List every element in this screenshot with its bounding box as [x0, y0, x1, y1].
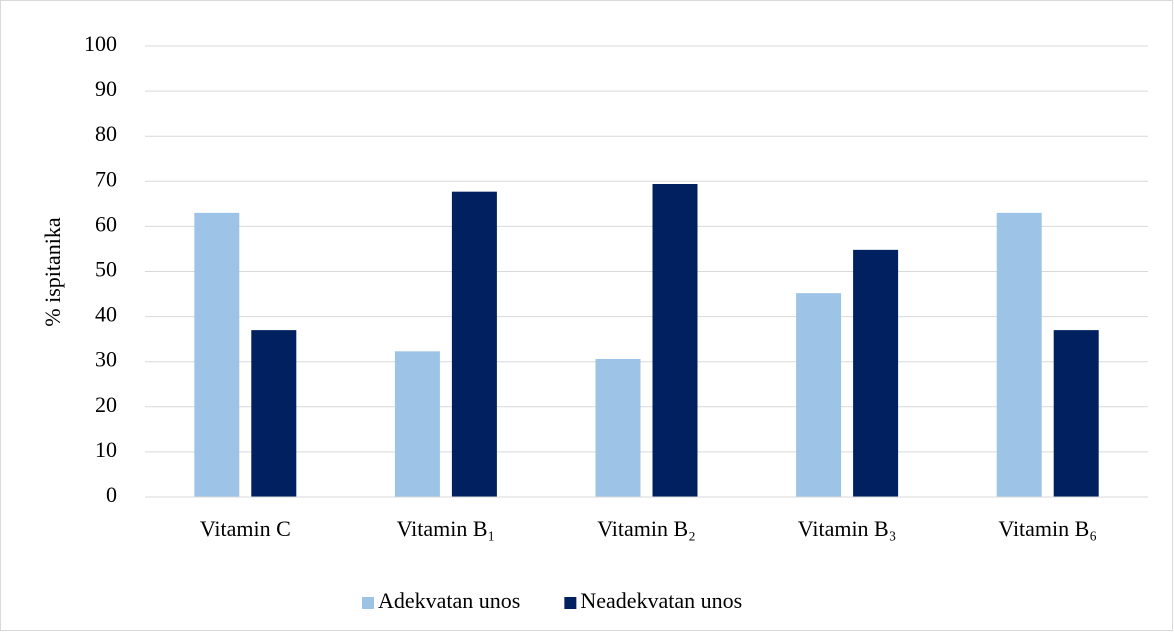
bar — [652, 184, 698, 498]
bar — [796, 293, 842, 497]
y-tick-label: 90 — [95, 76, 117, 101]
x-tick-label: Vitamin C — [200, 516, 291, 541]
y-tick-label: 10 — [95, 437, 117, 462]
y-tick-label: 60 — [95, 211, 117, 236]
x-tick-label: Vitamin B₁ — [397, 516, 496, 541]
x-tick-label: Vitamin B₂ — [597, 516, 696, 541]
bar — [251, 330, 297, 497]
bar — [996, 212, 1042, 497]
y-tick-label: 0 — [106, 482, 117, 507]
y-tick-label: 80 — [95, 121, 117, 146]
bar — [1053, 330, 1099, 497]
y-tick-label: 20 — [95, 392, 117, 417]
legend-swatch — [362, 597, 374, 609]
bar — [853, 249, 899, 497]
bar — [595, 358, 641, 497]
legend-label: Neadekvatan unos — [580, 588, 742, 613]
x-tick-label: Vitamin B₆ — [998, 516, 1097, 541]
y-axis-label: % ispitanika — [40, 217, 65, 327]
bar — [194, 212, 240, 497]
x-tick-label: Vitamin B₃ — [798, 516, 897, 541]
legend-swatch — [564, 597, 577, 609]
y-tick-label: 50 — [95, 257, 117, 282]
legend-label: Adekvatan unos — [378, 588, 520, 613]
bar — [451, 191, 497, 497]
y-tick-label: 30 — [95, 347, 117, 372]
y-tick-label: 100 — [84, 31, 117, 56]
y-tick-label: 70 — [95, 166, 117, 191]
bar — [394, 351, 440, 497]
y-tick-label: 40 — [95, 302, 117, 327]
